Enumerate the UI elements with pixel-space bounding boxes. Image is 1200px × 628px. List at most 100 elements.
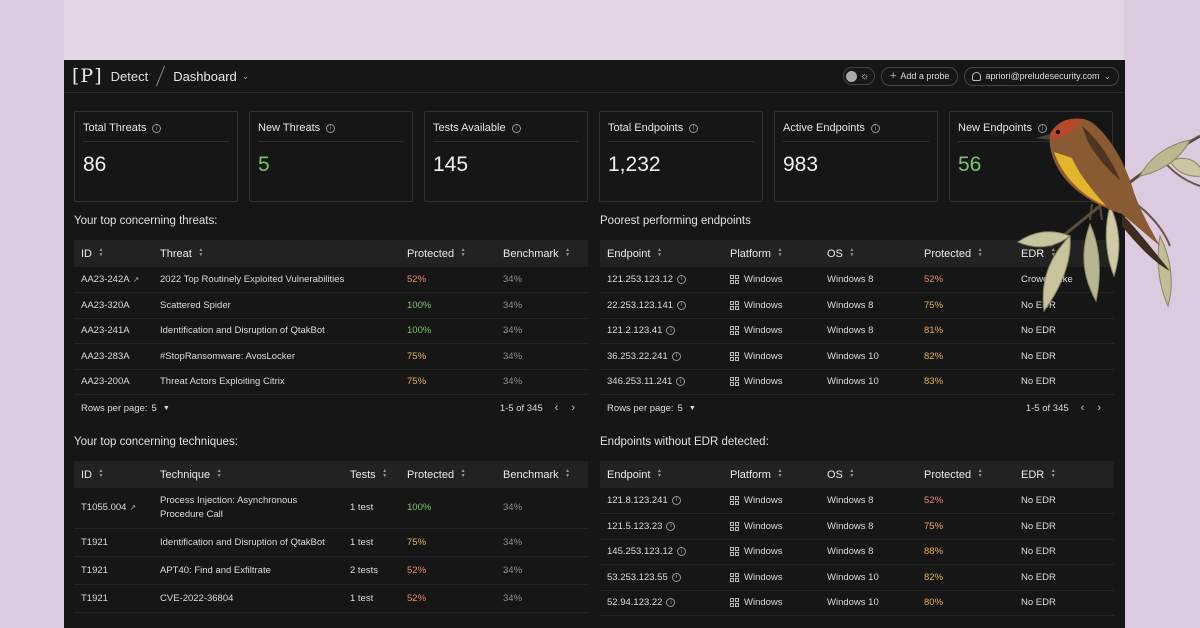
column-header[interactable]: Benchmark ▲▼ [496,240,588,267]
table-row[interactable]: T1921 APT40: Find and Exfiltrate 2 tests 52… [74,556,588,585]
table-row[interactable]: 22.253.123.141 i Windows Windows 8 75% No EDR [600,292,1114,319]
column-header[interactable]: Tests ▲▼ [343,461,400,488]
info-icon[interactable]: i [511,123,521,133]
external-link-icon[interactable]: ↗ [132,275,140,284]
info-icon[interactable]: i [870,123,880,133]
info-icon[interactable]: i [666,521,676,531]
rows-per-page-select[interactable]: 5 [151,402,157,414]
info-icon[interactable]: i [152,123,162,133]
add-probe-button[interactable]: + Add a probe [880,66,959,86]
table-row[interactable]: T1921 CVE-2022-36804 1 test 52% 34% [74,584,588,613]
info-icon[interactable]: i [677,547,687,557]
column-header[interactable]: Protected ▲▼ [917,461,1014,488]
info-icon[interactable]: i [666,326,676,336]
column-header[interactable]: Protected ▲▼ [400,240,496,267]
endpoint-cell[interactable]: 22.253.123.141 i [600,292,723,319]
rows-per-page-select[interactable]: 5 [677,402,683,414]
sort-icon[interactable]: ▲▼ [776,247,783,257]
threat-id-cell[interactable]: AA23-200A [74,369,153,395]
endpoint-cell[interactable]: 121.253.123.12 i [600,267,723,293]
endpoint-cell[interactable]: 52.94.123.22 i [600,590,723,616]
table-row[interactable]: AA23-320A Scattered Spider 100% 34% [74,292,588,319]
info-icon[interactable]: i [689,123,699,133]
sort-icon[interactable]: ▲▼ [381,468,388,478]
table-row[interactable]: AA23-283A #StopRansomware: AvosLocker 75% 3… [74,343,588,370]
threat-id-cell[interactable]: AA23-242A ↗ [74,267,153,293]
info-icon[interactable]: i [671,351,681,361]
info-icon[interactable]: i [666,598,676,608]
endpoint-cell[interactable]: 121.8.123.241 i [600,488,723,514]
sort-icon[interactable]: ▲▼ [216,468,223,478]
endpoint-cell[interactable]: 53.253.123.55 i [600,564,723,591]
technique-id-cell[interactable]: T1921 [74,584,153,613]
theme-toggle[interactable]: ☼ [842,67,875,85]
column-header[interactable]: Protected ▲▼ [400,461,496,488]
user-menu[interactable]: apriori@preludesecurity.com ⌄ [964,66,1119,86]
column-header[interactable]: ID ▲▼ [74,240,153,267]
column-header[interactable]: Platform ▲▼ [723,461,820,488]
threat-id-cell[interactable]: AA23-320A [74,292,153,319]
info-icon[interactable]: i [1038,123,1047,133]
endpoint-cell[interactable]: 36.253.22.241 i [600,343,723,370]
table-row[interactable]: T1055.004 ↗ Process Injection: Asynchronou… [74,488,588,529]
info-icon[interactable]: i [326,123,336,133]
sort-icon[interactable]: ▲▼ [98,468,104,478]
sort-icon[interactable]: ▲▼ [656,468,663,478]
sort-icon[interactable]: ▲▼ [848,468,855,478]
table-row[interactable]: 145.253.123.12 i Windows Windows 8 88% No EDR [600,539,1114,565]
column-header[interactable]: Threat ▲▼ [153,240,400,267]
threat-id-cell[interactable]: AA23-241A [74,318,153,344]
sort-icon[interactable]: ▲▼ [977,247,984,257]
sort-icon[interactable]: ▲▼ [197,247,204,257]
caret-down-icon[interactable]: ▼ [688,404,696,412]
caret-down-icon[interactable]: ▼ [162,404,170,412]
info-icon[interactable]: i [671,495,681,505]
table-row[interactable]: 346.253.11.241 i Windows Windows 10 83% No ED… [600,369,1114,395]
breadcrumb-dropdown[interactable]: Dashboard ⌄ [173,69,249,84]
brand-name[interactable]: Detect [110,68,149,84]
endpoint-cell[interactable]: 121.2.123.41 i [600,318,723,344]
table-row[interactable]: 53.253.123.55 i Windows Windows 10 82% No EDR [600,564,1114,591]
sort-icon[interactable]: ▲▼ [460,468,467,478]
table-row[interactable]: 121.2.123.41 i Windows Windows 8 81% No EDR [600,318,1114,344]
sort-icon[interactable]: ▲▼ [848,247,855,257]
sort-icon[interactable]: ▲▼ [1050,247,1057,257]
sort-icon[interactable]: ▲▼ [98,247,104,257]
sort-icon[interactable]: ▲▼ [776,468,783,478]
table-row[interactable]: 121.8.123.241 i Windows Windows 8 52% No EDR [600,488,1114,514]
prev-page-icon[interactable]: ‹ [1080,402,1085,414]
table-row[interactable]: AA23-241A Identification and Disruption o… [74,318,588,344]
column-header[interactable]: EDR ▲▼ [1014,461,1114,488]
table-row[interactable]: T1921 Identification and Disruption of Qt… [74,528,588,557]
info-icon[interactable]: i [677,274,687,284]
table-row[interactable]: AA23-242A ↗ 2022 Top Routinely Exploited V… [74,267,588,293]
table-row[interactable]: 52.94.123.22 i Windows Windows 10 80% No EDR [600,590,1114,616]
info-icon[interactable]: i [677,300,687,310]
table-row[interactable]: 36.253.22.241 i Windows Windows 10 82% No EDR [600,343,1114,370]
column-header[interactable]: Technique ▲▼ [153,461,343,488]
external-link-icon[interactable]: ↗ [129,503,137,513]
info-icon[interactable]: i [671,572,681,582]
next-page-icon[interactable]: › [1097,402,1101,414]
table-row[interactable]: 121.5.123.23 i Windows Windows 8 75% No EDR [600,513,1114,540]
column-header[interactable]: OS ▲▼ [820,461,917,488]
column-header[interactable]: Endpoint ▲▼ [600,461,723,488]
sort-icon[interactable]: ▲▼ [460,247,467,257]
endpoint-cell[interactable]: 121.5.123.23 i [600,513,723,540]
sort-icon[interactable]: ▲▼ [656,247,663,257]
technique-id-cell[interactable]: T1921 [74,556,153,585]
endpoint-cell[interactable]: 346.253.11.241 i [600,369,723,395]
technique-id-cell[interactable]: T1921 [74,528,153,557]
threat-id-cell[interactable]: AA23-283A [74,343,153,370]
sort-icon[interactable]: ▲▼ [977,468,984,478]
endpoint-cell[interactable]: 145.253.123.12 i [600,539,723,565]
sort-icon[interactable]: ▲▼ [564,247,571,257]
next-page-icon[interactable]: › [571,402,575,414]
sort-icon[interactable]: ▲▼ [564,468,571,478]
column-header[interactable]: Protected ▲▼ [917,240,1014,267]
sort-icon[interactable]: ▲▼ [1050,468,1057,478]
table-row[interactable]: AA23-200A Threat Actors Exploiting Citrix… [74,369,588,395]
prev-page-icon[interactable]: ‹ [554,402,559,414]
technique-id-cell[interactable]: T1055.004 ↗ [74,488,153,529]
info-icon[interactable]: i [676,377,686,387]
